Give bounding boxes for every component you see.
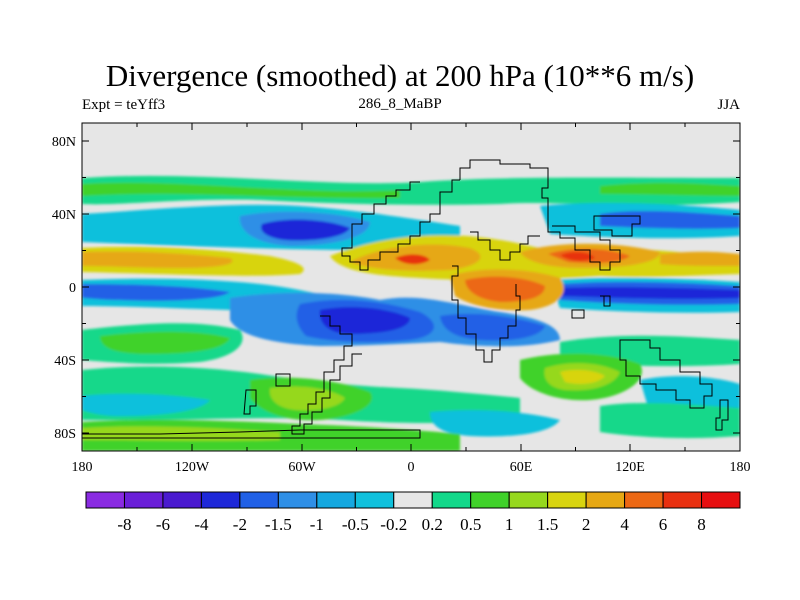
- lat-label-80s: 80S: [54, 427, 76, 442]
- colorbar-box: [547, 491, 587, 509]
- colorbar-box: [508, 491, 549, 509]
- colorbar-box: [470, 491, 510, 509]
- map-title: Divergence (smoothed) at 200 hPa (10**6 …: [105, 58, 695, 93]
- cb-label: 8: [697, 515, 706, 534]
- axis-ticks: [81, 123, 741, 451]
- period-label: 286_8_MaBP: [358, 96, 442, 112]
- lon-label-0: 0: [408, 460, 415, 475]
- colorbar-box: [431, 491, 472, 509]
- colorbar-box: [239, 491, 279, 509]
- colorbar-box: [585, 491, 626, 509]
- season-label: JJA: [717, 97, 740, 113]
- experiment-label: Expt = teYff3: [82, 97, 166, 113]
- coastlines: [82, 159, 729, 439]
- cb-label: 2: [582, 515, 591, 534]
- colorbar-box: [393, 491, 433, 509]
- lon-label-180e: 180: [730, 460, 751, 475]
- colorbar-box: [162, 491, 202, 509]
- colorbar-box: [354, 491, 395, 509]
- cb-label: 1.5: [537, 515, 558, 534]
- colorbar-box: [200, 491, 241, 509]
- colorbar-labels: -8 -6 -4 -2 -1.5 -1 -0.5 -0.2 0.2 0.5 1 …: [117, 515, 705, 534]
- cb-label: -4: [194, 515, 209, 534]
- cb-label: 6: [659, 515, 668, 534]
- lon-label-120e: 120E: [615, 460, 645, 475]
- colorbar-box: [624, 491, 664, 509]
- lon-label-180w: 180: [72, 460, 93, 475]
- cb-label: -8: [117, 515, 131, 534]
- cb-label: -1: [310, 515, 324, 534]
- cb-label: -1.5: [265, 515, 292, 534]
- cb-label: -2: [233, 515, 247, 534]
- colorbar: [85, 491, 741, 509]
- cb-label: 0.2: [422, 515, 443, 534]
- cb-label: -0.5: [342, 515, 369, 534]
- lat-label-0: 0: [69, 281, 76, 296]
- cb-label: 1: [505, 515, 514, 534]
- axis-tick-labels: 80N 40N 0 40S 80S 180 120W 60W 0 60E 120…: [52, 135, 751, 475]
- lon-label-120w: 120W: [175, 460, 210, 475]
- lon-label-60w: 60W: [288, 460, 316, 475]
- colorbar-box: [701, 491, 741, 509]
- divergence-field: [82, 123, 740, 451]
- cb-label: -0.2: [380, 515, 407, 534]
- lat-label-40n: 40N: [52, 208, 76, 223]
- cb-label: -6: [156, 515, 170, 534]
- colorbar-box: [277, 491, 318, 509]
- colorbar-box: [85, 491, 125, 509]
- colorbar-box: [662, 491, 703, 509]
- cb-label: 4: [620, 515, 629, 534]
- lat-label-40s: 40S: [54, 354, 76, 369]
- lat-label-80n: 80N: [52, 135, 76, 150]
- colorbar-box: [123, 491, 164, 509]
- lon-label-60e: 60E: [510, 460, 533, 475]
- cb-label: 0.5: [460, 515, 481, 534]
- colorbar-box: [316, 491, 356, 509]
